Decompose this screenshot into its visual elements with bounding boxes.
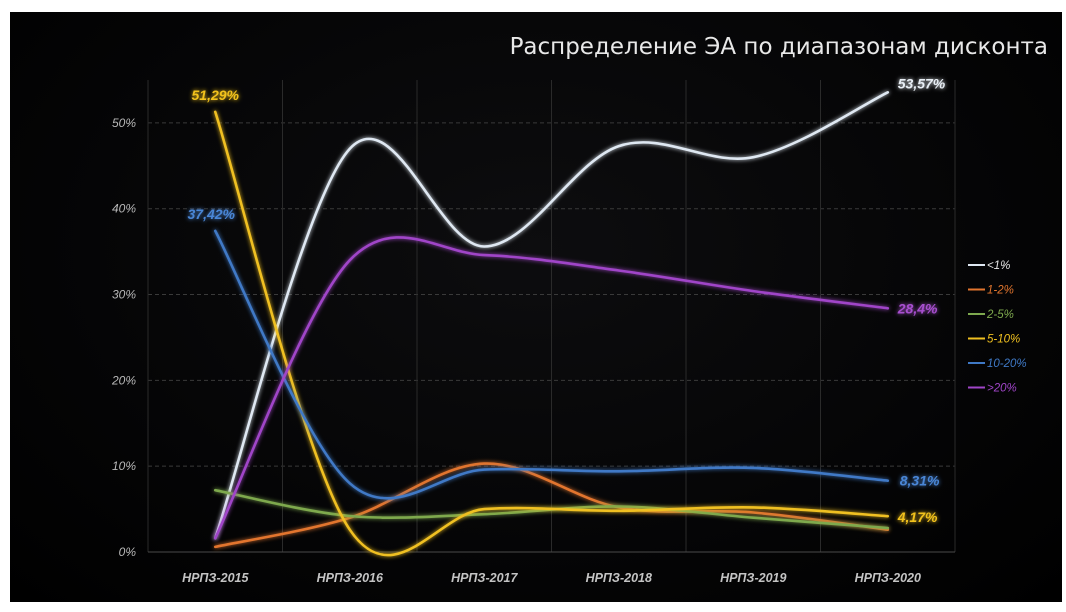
- y-tick-label: 50%: [112, 116, 136, 130]
- y-tick-label: 20%: [111, 373, 136, 387]
- series-line-0: [213, 91, 890, 540]
- legend-label: >20%: [987, 383, 1017, 395]
- legend-label: 10-20%: [987, 358, 1027, 370]
- data-label: 4,17%: [897, 509, 938, 525]
- series-line-1: [213, 462, 890, 549]
- data-label: 51,29%: [192, 87, 240, 103]
- chart-title: Распределение ЭА по диапазонам дисконта: [509, 34, 1048, 60]
- x-tick-label: НРПЗ-2020: [855, 571, 921, 585]
- y-tick-label: 30%: [112, 288, 136, 302]
- x-tick-label: НРПЗ-2018: [586, 571, 652, 585]
- chart-panel: Распределение ЭА по диапазонам дисконта …: [10, 12, 1062, 602]
- y-tick-label: 0%: [119, 545, 137, 559]
- x-tick-label: НРПЗ-2019: [720, 571, 786, 585]
- legend-label: 5-10%: [987, 334, 1020, 346]
- data-label: 8,31%: [900, 473, 940, 489]
- legend-label: <1%: [987, 260, 1010, 272]
- data-label: 53,57%: [898, 75, 946, 91]
- legend-label: 1-2%: [987, 285, 1014, 297]
- series-line-5: [213, 236, 890, 540]
- series-line-4: [213, 229, 890, 500]
- x-tick-label: НРПЗ-2015: [182, 571, 249, 585]
- line-chart: 0% 10% 20% 30% 40% 50% НРПЗ-2015 НРПЗ-2016 НРПЗ-…: [111, 75, 1027, 585]
- legend-label: 2-5%: [986, 309, 1014, 321]
- x-tick-label: НРПЗ-2017: [451, 571, 518, 585]
- series-line-3: [213, 110, 890, 557]
- data-label: 37,42%: [188, 206, 236, 222]
- y-tick-label: 10%: [112, 459, 136, 473]
- data-label: 28,4%: [897, 300, 938, 316]
- x-tick-label: НРПЗ-2016: [317, 571, 384, 585]
- y-tick-label: 40%: [112, 202, 136, 216]
